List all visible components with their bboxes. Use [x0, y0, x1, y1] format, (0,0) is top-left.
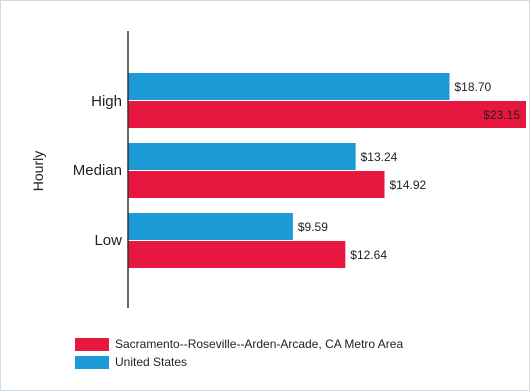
data-label-high-united-states: $18.70 — [454, 80, 491, 94]
bar-median-sacramento — [128, 171, 385, 198]
bar-low-united-states — [128, 213, 293, 240]
bars-layer — [128, 73, 526, 268]
labels-layer: High $18.70 $23.15 Median $13.24 $14.92 Low $9.… — [73, 80, 521, 262]
bar-high-united-states — [128, 73, 450, 100]
category-label-high: High — [91, 93, 122, 110]
data-label-high-sacramento: $23.15 — [483, 108, 520, 122]
data-label-median-united-states: $13.24 — [361, 150, 398, 164]
bar-high-sacramento — [128, 101, 526, 128]
data-label-median-sacramento: $14.92 — [390, 178, 427, 192]
legend-item-united-states: United States — [75, 353, 403, 371]
legend-swatch-sacramento — [75, 337, 109, 351]
legend: Sacramento--Roseville--Arden-Arcade, CA … — [75, 335, 403, 371]
data-label-low-united-states: $9.59 — [298, 220, 328, 234]
data-label-low-sacramento: $12.64 — [350, 248, 387, 262]
bar-low-sacramento — [128, 241, 346, 268]
bar-median-united-states — [128, 143, 356, 170]
legend-swatch-united-states — [75, 355, 109, 369]
y-axis-title: Hourly — [30, 151, 46, 191]
legend-item-sacramento: Sacramento--Roseville--Arden-Arcade, CA … — [75, 335, 403, 353]
category-label-median: Median — [73, 162, 122, 179]
legend-label-sacramento: Sacramento--Roseville--Arden-Arcade, CA … — [115, 337, 404, 351]
category-label-low: Low — [94, 232, 122, 249]
legend-label-united-states: United States — [115, 355, 188, 369]
